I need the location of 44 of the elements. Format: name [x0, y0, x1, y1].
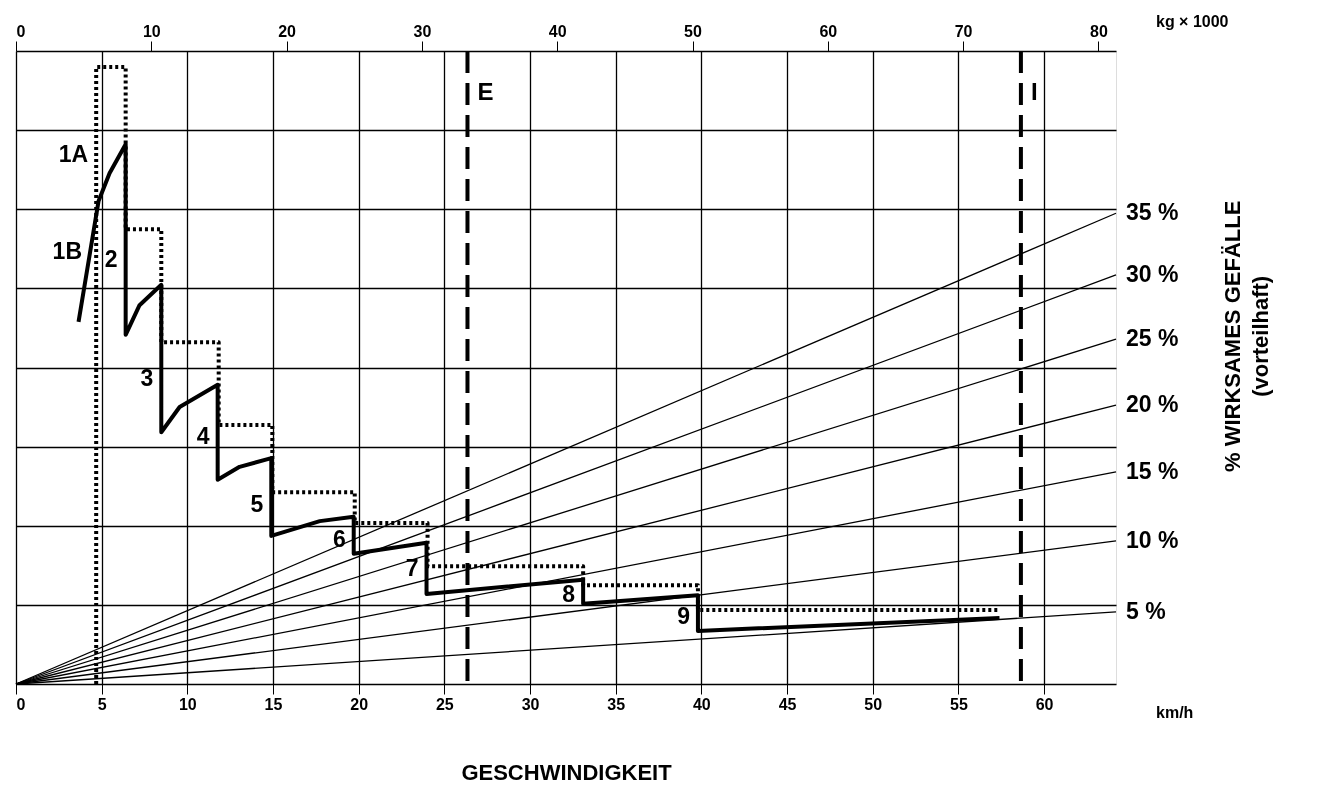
annotation: 3 — [140, 365, 154, 392]
x-tick-label: 0 — [16, 695, 26, 713]
series-label: 30 % — [1126, 260, 1179, 287]
x-tick-label: 60 — [1035, 695, 1054, 713]
ref-line-label: E — [477, 78, 494, 105]
x-tick-label: 45 — [778, 695, 797, 713]
series-label: 15 % — [1126, 457, 1179, 484]
series-label: 35 % — [1126, 199, 1179, 226]
series-label: 5 % — [1126, 597, 1166, 624]
x-tick-label: 40 — [692, 695, 711, 713]
x2-tick-label: 60 — [819, 22, 838, 40]
x-tick-label: 55 — [949, 695, 968, 713]
annotation: 4 — [196, 423, 210, 450]
annotation: 9 — [677, 602, 690, 629]
text: km/h — [1156, 704, 1194, 721]
ref-line-label: I — [1030, 78, 1038, 105]
annotation: 7 — [405, 555, 419, 582]
x-tick-label: 25 — [435, 695, 454, 713]
x2-tick-label: 10 — [142, 22, 161, 40]
x2-axis-title: kg × 1000 — [1156, 13, 1229, 30]
series-label: 10 % — [1126, 526, 1179, 553]
annotation: 2 — [104, 246, 118, 273]
y2-axis-title: % WIRKSAMES GEFÄLLE (vorteilhaft) — [1219, 200, 1273, 473]
x-tick-label: 15 — [264, 695, 283, 713]
annotation: 8 — [562, 580, 576, 607]
annotation: 5 — [250, 491, 264, 518]
x2-tick-label: 80 — [1090, 22, 1108, 40]
x2-tick-label: 30 — [413, 22, 432, 40]
series-label: 25 % — [1126, 325, 1179, 352]
x2-tick-label: 20 — [278, 22, 297, 40]
x-tick-label: 30 — [521, 695, 540, 713]
x-tick-label: 5 — [97, 695, 107, 713]
x-tick-label: 50 — [864, 695, 883, 713]
x-axis-title: GESCHWINDIGKEIT — [461, 759, 673, 785]
x-tick-label: 35 — [607, 695, 626, 713]
x-tick-label: 20 — [350, 695, 369, 713]
annotation: 1A — [58, 141, 89, 168]
x2-tick-label: 70 — [954, 22, 973, 40]
x-tick-label: 10 — [178, 695, 197, 713]
x2-tick-label: 50 — [684, 22, 703, 40]
annotation: 1B — [52, 238, 83, 265]
x2-tick-label: 40 — [548, 22, 567, 40]
series-label: 20 % — [1126, 391, 1179, 418]
x2-tick-label: 0 — [16, 22, 26, 40]
